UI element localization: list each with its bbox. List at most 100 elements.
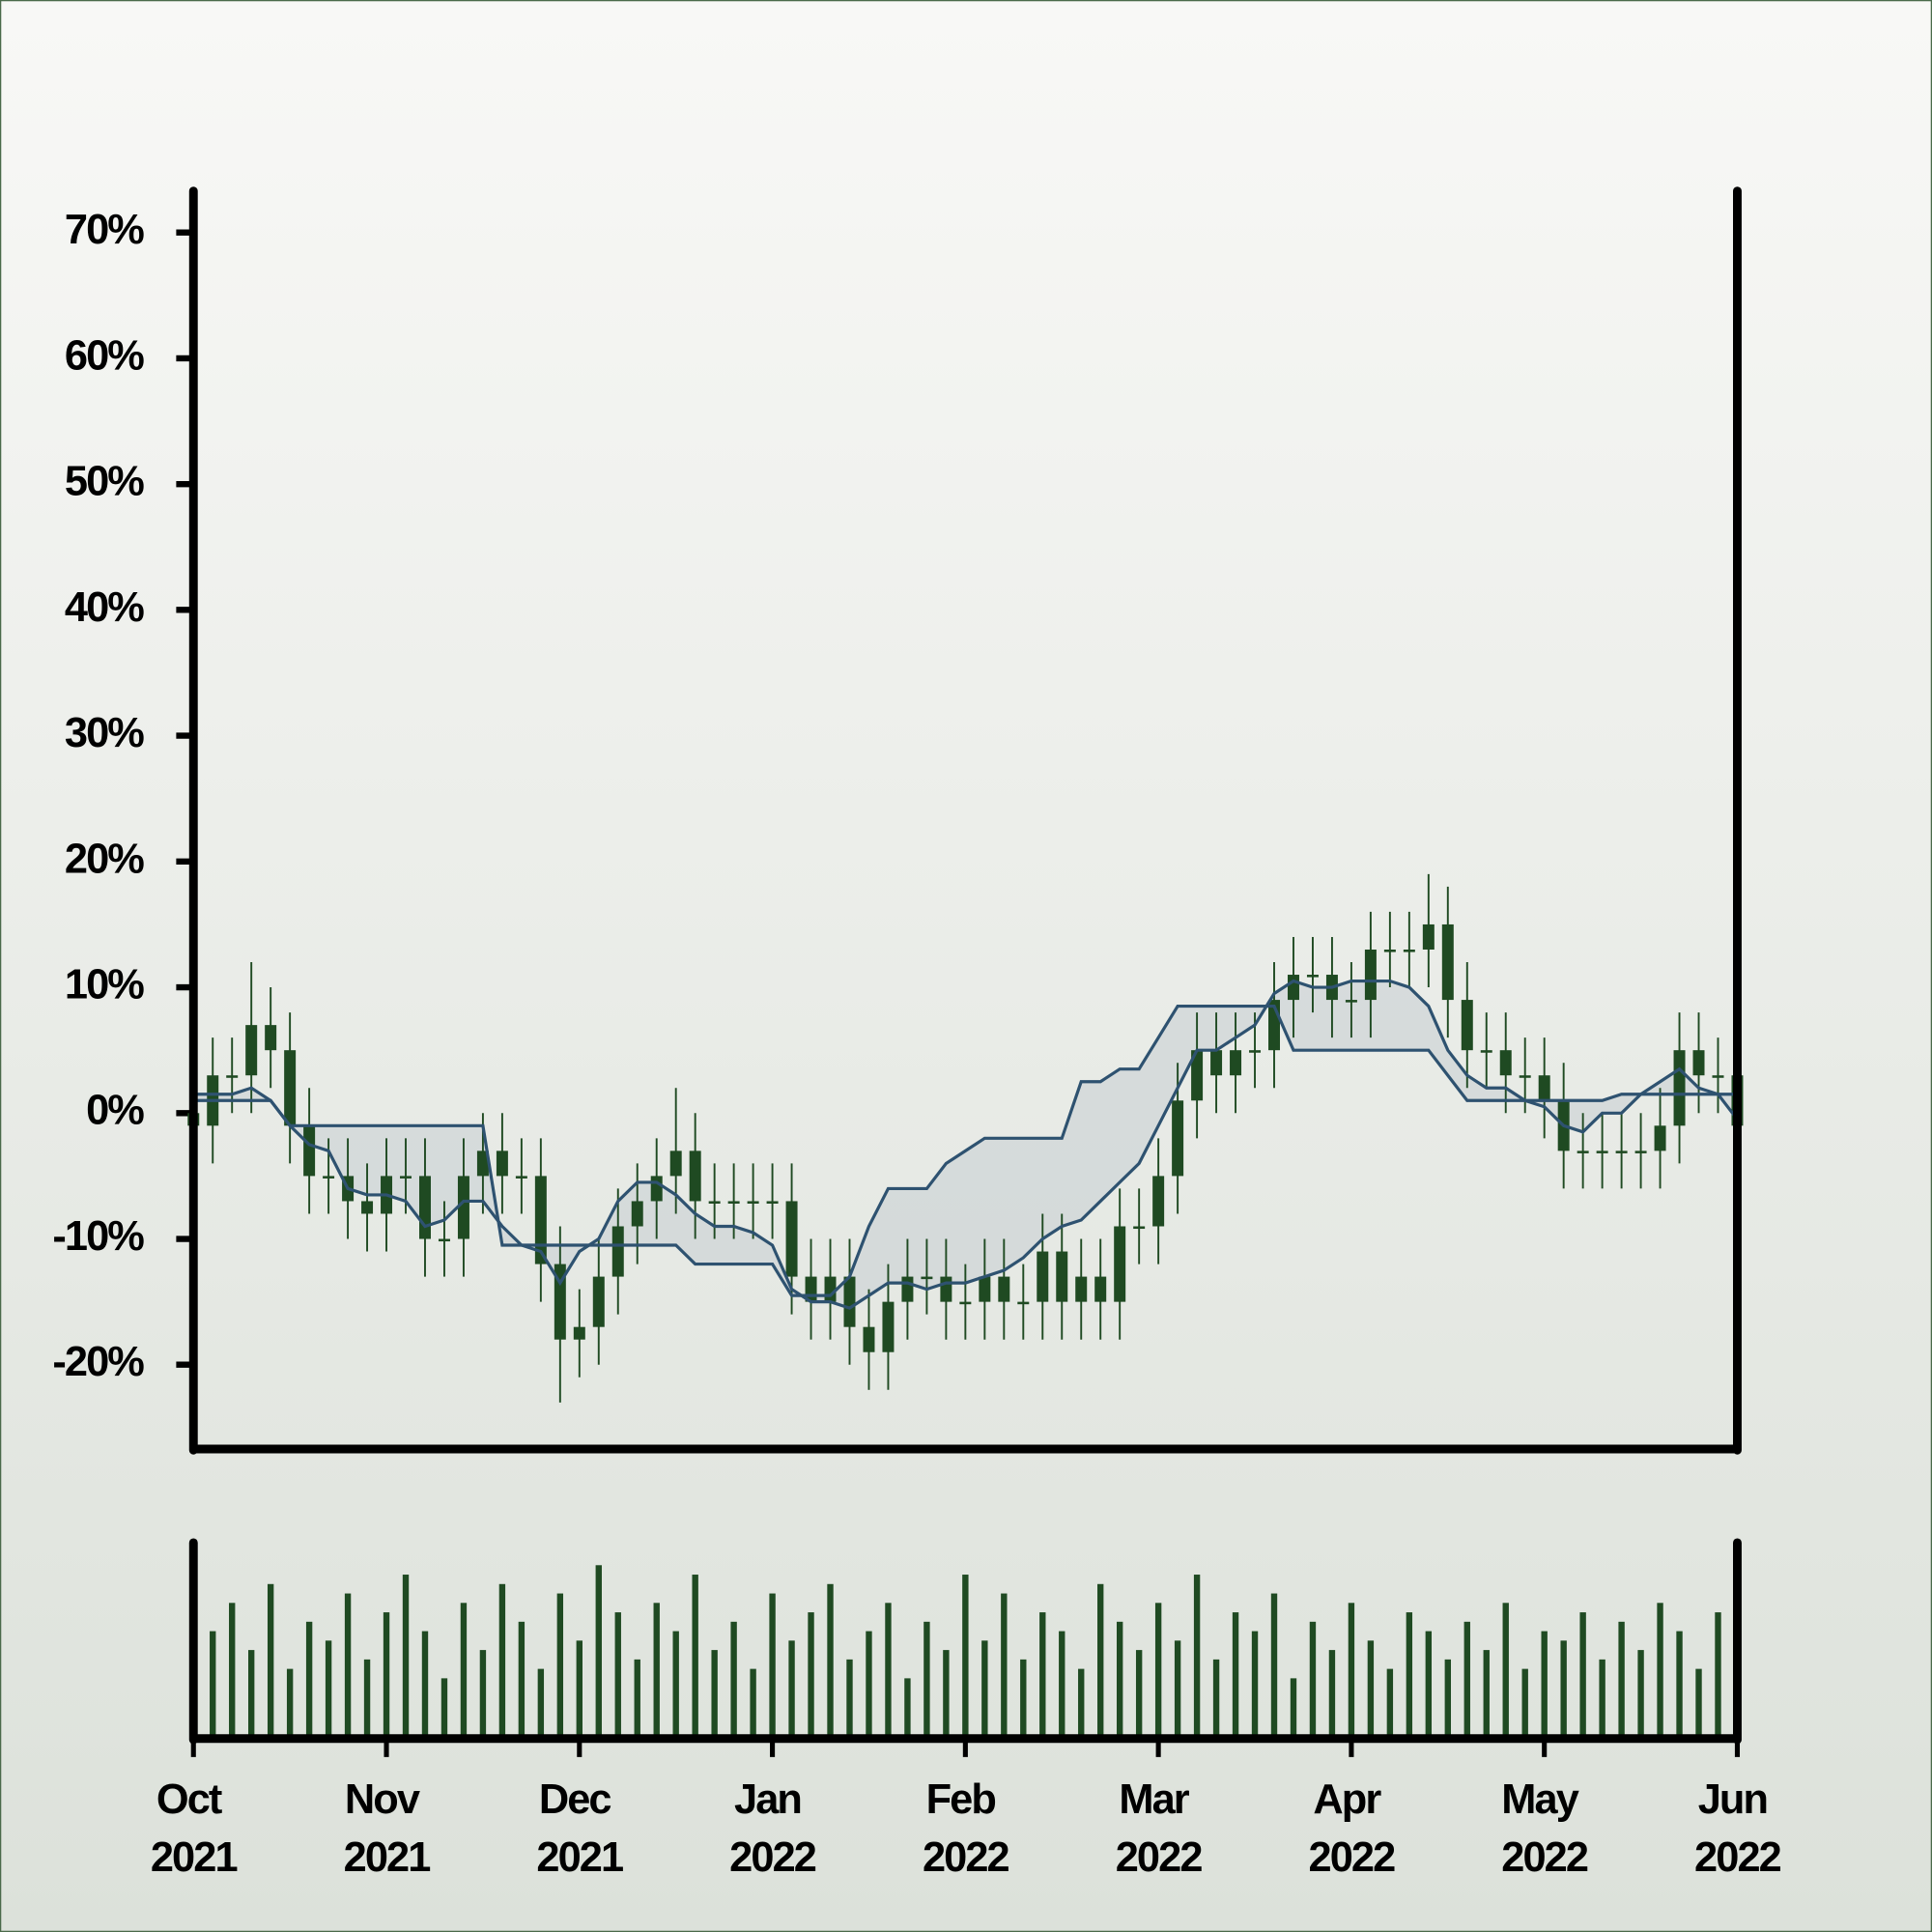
candle-body xyxy=(979,1276,991,1302)
volume-bar xyxy=(479,1650,487,1735)
candle-body xyxy=(1345,1000,1357,1003)
y-tick-label: 70% xyxy=(65,207,144,253)
x-tick-label: Jun 2022 xyxy=(1694,1777,1781,1882)
candle-body xyxy=(1634,1151,1647,1153)
volume-bar xyxy=(402,1575,410,1735)
volume-bar xyxy=(1059,1631,1065,1735)
volume-bar xyxy=(904,1678,911,1735)
volume-bar xyxy=(440,1678,448,1735)
volume-bar xyxy=(1290,1678,1297,1735)
volume-bar xyxy=(653,1603,660,1735)
candle-body xyxy=(689,1151,701,1202)
volume-bar xyxy=(1444,1659,1451,1735)
volume-bar xyxy=(1463,1621,1470,1735)
price-panel: -20% -10% 0% 10% 20% 30% 40% 50% 60% 70% xyxy=(52,207,1744,1403)
band-line xyxy=(193,1004,1738,1297)
candle-body xyxy=(1037,1251,1049,1302)
volume-bar xyxy=(498,1583,506,1735)
volume-bar xyxy=(923,1621,930,1735)
candle-body xyxy=(1306,975,1319,978)
x-tick-label: Jan 2022 xyxy=(729,1777,816,1882)
band-line xyxy=(193,979,1739,1310)
volume-bar xyxy=(1001,1593,1008,1735)
y-tick-label: 20% xyxy=(65,836,144,882)
volume-bar xyxy=(556,1593,564,1735)
candle-body xyxy=(573,1326,585,1340)
volume-bar xyxy=(1521,1668,1528,1735)
candle-body xyxy=(1692,1050,1705,1076)
volume-bar xyxy=(1541,1631,1548,1735)
frame xyxy=(188,186,1742,1745)
x-tick-label: Feb 2022 xyxy=(923,1777,1009,1882)
candle-body xyxy=(361,1201,374,1214)
volume-bar xyxy=(1406,1612,1413,1735)
candle-body xyxy=(1383,949,1396,952)
candle-body xyxy=(1654,1125,1666,1151)
candle-body xyxy=(1364,949,1377,1001)
candle-body xyxy=(1017,1301,1030,1305)
candle-body xyxy=(708,1201,721,1204)
volume-bar xyxy=(981,1640,988,1735)
volume-bar xyxy=(305,1621,313,1735)
volume-bar xyxy=(344,1593,352,1735)
volume-bar xyxy=(808,1612,814,1735)
volume-bar xyxy=(885,1603,892,1735)
candle-body xyxy=(1577,1151,1589,1153)
y-tick-label: 10% xyxy=(65,962,144,1009)
candle-body xyxy=(863,1326,875,1352)
candle-body xyxy=(650,1176,663,1202)
candle-body xyxy=(438,1238,450,1242)
candle-body xyxy=(1519,1075,1531,1078)
volume-bar xyxy=(1367,1640,1375,1735)
candle-body xyxy=(1210,1050,1223,1076)
candle-body xyxy=(766,1201,779,1204)
candle-body xyxy=(901,1276,914,1302)
volume-bar xyxy=(1174,1640,1181,1735)
candle-body xyxy=(592,1276,605,1327)
candle-body xyxy=(515,1176,527,1179)
candle-body xyxy=(805,1276,817,1302)
volume-bar xyxy=(1078,1668,1085,1735)
candle-body xyxy=(1712,1075,1724,1078)
candle-body xyxy=(303,1125,316,1177)
candle-body xyxy=(1403,949,1415,952)
y-tick-label: -10% xyxy=(52,1213,144,1260)
x-tick-label: Mar 2022 xyxy=(1116,1777,1203,1882)
volume-bar xyxy=(1309,1621,1317,1735)
x-tick-label: Apr 2022 xyxy=(1309,1777,1396,1882)
candle-body xyxy=(1152,1176,1165,1227)
volume-bar xyxy=(518,1621,526,1735)
candle-body xyxy=(940,1276,952,1302)
volume-bar xyxy=(866,1631,872,1735)
volume-bar xyxy=(769,1593,776,1735)
candle-body xyxy=(631,1201,643,1227)
candle-body xyxy=(1268,1000,1280,1051)
volume-bar xyxy=(1154,1603,1162,1735)
candle-body xyxy=(785,1201,798,1277)
volume-bar xyxy=(672,1631,679,1735)
candle-body xyxy=(476,1151,489,1177)
volume-bar xyxy=(1386,1668,1394,1735)
volume-bar xyxy=(1502,1603,1509,1735)
candle-body xyxy=(959,1301,972,1305)
volume-bar xyxy=(1135,1650,1143,1735)
volume-bar xyxy=(1483,1650,1490,1735)
volume-bar xyxy=(943,1650,950,1735)
candle-body xyxy=(1075,1276,1088,1302)
volume-bar xyxy=(750,1668,756,1735)
candle-body xyxy=(1249,1050,1262,1053)
volume-bar xyxy=(634,1659,640,1735)
candle-body xyxy=(1673,1050,1686,1126)
candle-body xyxy=(1422,923,1435,950)
volume-bar xyxy=(1348,1603,1355,1735)
candle-body xyxy=(1615,1151,1628,1153)
candle-body xyxy=(1230,1050,1242,1076)
volume-bar xyxy=(1116,1621,1123,1735)
candle-body xyxy=(611,1226,624,1277)
x-tick-label: Oct 2021 xyxy=(151,1777,238,1882)
volume-bar xyxy=(711,1650,718,1735)
volume-bar xyxy=(286,1668,294,1735)
volume-bar xyxy=(1328,1650,1336,1735)
